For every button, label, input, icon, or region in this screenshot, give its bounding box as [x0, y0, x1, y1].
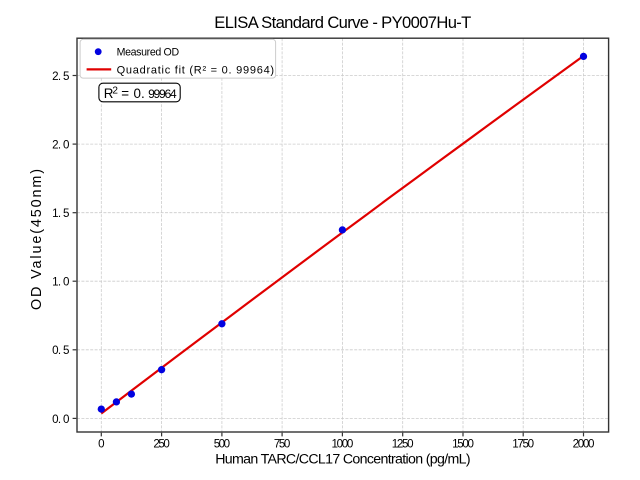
svg-text:1250: 1250: [392, 438, 414, 451]
svg-text:0: 0: [98, 438, 104, 451]
svg-text:Measured OD: Measured OD: [117, 47, 180, 59]
svg-text:1. 5: 1. 5: [52, 207, 69, 220]
svg-text:250: 250: [153, 438, 169, 451]
svg-text:OD Value(450nm): OD Value(450nm): [29, 169, 45, 310]
svg-text:ELISA Standard Curve - PY0007H: ELISA Standard Curve - PY0007Hu-T: [214, 13, 471, 32]
svg-text:1000: 1000: [332, 438, 354, 451]
svg-text:1500: 1500: [452, 438, 474, 451]
svg-text:Quadratic fit (R² = 0. 99964): Quadratic fit (R² = 0. 99964): [117, 64, 275, 76]
svg-text:750: 750: [274, 438, 290, 451]
svg-text:2. 5: 2. 5: [52, 70, 69, 83]
svg-text:500: 500: [214, 438, 230, 451]
svg-text:Human TARC/CCL17 Concentration: Human TARC/CCL17 Concentration (pg/mL): [215, 452, 470, 468]
svg-text:R2=0.99964: R2 = 0. 99964: [104, 85, 177, 100]
svg-text:0. 5: 0. 5: [52, 344, 69, 357]
svg-text:0. 0: 0. 0: [52, 413, 69, 426]
svg-text:2. 0: 2. 0: [52, 139, 69, 152]
svg-text:2000: 2000: [573, 438, 595, 451]
svg-text:1. 0: 1. 0: [52, 276, 69, 289]
svg-text:1750: 1750: [512, 438, 534, 451]
